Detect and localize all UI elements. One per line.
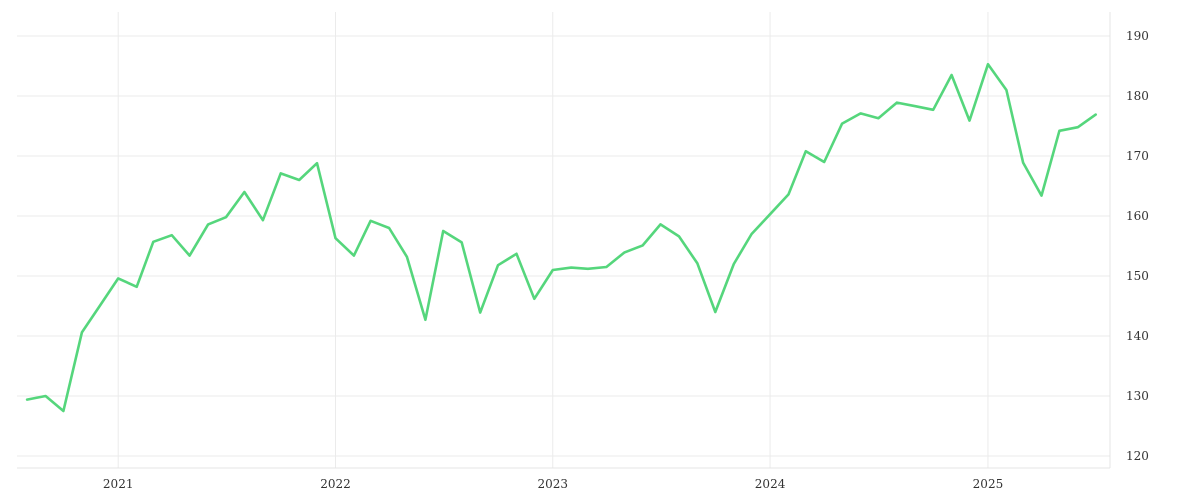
y-tick-label-160: 160 (1126, 209, 1149, 223)
y-tick-label-140: 140 (1126, 329, 1149, 343)
series-line-0 (25, 62, 1097, 413)
grid-layer (17, 12, 1110, 468)
y-tick-label-120: 120 (1126, 449, 1149, 463)
x-tick-label-2023: 2023 (538, 477, 569, 491)
y-tick-label-170: 170 (1126, 149, 1149, 163)
x-tick-label-2024: 2024 (755, 477, 786, 491)
axis-layer (17, 12, 1111, 469)
y-tick-label-130: 130 (1126, 389, 1149, 403)
y-tick-label-190: 190 (1126, 29, 1149, 43)
x-tick-label-2022: 2022 (320, 477, 351, 491)
x-tick-label-2021: 2021 (103, 477, 134, 491)
y-tick-label-180: 180 (1126, 89, 1149, 103)
x-tick-label-2025: 2025 (973, 477, 1004, 491)
label-layer: 120 130 140 150 160 170 180 190 2021 2022 2023 2024… (103, 29, 1149, 491)
y-tick-label-150: 150 (1126, 269, 1149, 283)
series-layer (25, 62, 1097, 413)
